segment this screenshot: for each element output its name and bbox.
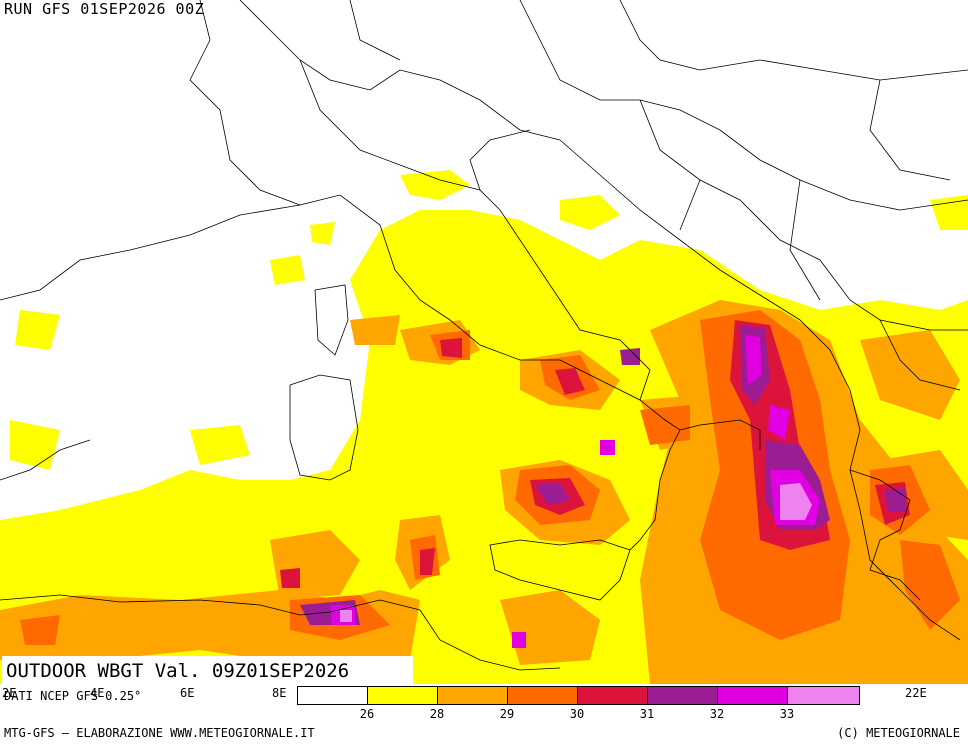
legend-swatch bbox=[718, 687, 788, 704]
longitude-label-22e: 22E bbox=[905, 686, 927, 700]
product-title: OUTDOOR WBGT Val. 09Z01SEP2026 bbox=[2, 656, 413, 684]
coastlines bbox=[0, 0, 968, 671]
legend-label: 32 bbox=[709, 707, 725, 721]
data-source-label: DATI NCEP GFS 0.25° bbox=[4, 689, 142, 703]
legend-swatch bbox=[578, 687, 648, 704]
legend-label: 31 bbox=[639, 707, 655, 721]
legend-swatch bbox=[648, 687, 718, 704]
wbgt-map bbox=[0, 0, 968, 684]
longitude-label-6e: 6E bbox=[180, 686, 195, 700]
longitude-label-4e: 4E bbox=[90, 686, 105, 700]
legend-label: 26 bbox=[359, 707, 375, 721]
legend-swatch bbox=[438, 687, 508, 704]
longitude-label-8e: 8E bbox=[272, 686, 287, 700]
legend-label: 28 bbox=[429, 707, 445, 721]
color-legend bbox=[297, 686, 860, 705]
legend-swatch bbox=[788, 687, 859, 704]
footer-copyright: (C) METEOGIORNALE bbox=[837, 726, 960, 740]
run-title: RUN GFS 01SEP2026 00Z bbox=[4, 0, 205, 18]
wbgt-zone-34 bbox=[340, 483, 812, 622]
footer-credits: MTG-GFS — ELABORAZIONE WWW.METEOGIORNALE… bbox=[4, 726, 315, 740]
legend-swatch bbox=[368, 687, 438, 704]
legend-label: 33 bbox=[779, 707, 795, 721]
legend-label: 29 bbox=[499, 707, 515, 721]
legend-swatch bbox=[298, 687, 368, 704]
legend-label: 30 bbox=[569, 707, 585, 721]
legend-swatch bbox=[508, 687, 578, 704]
longitude-label-2e: 2E bbox=[2, 686, 17, 700]
